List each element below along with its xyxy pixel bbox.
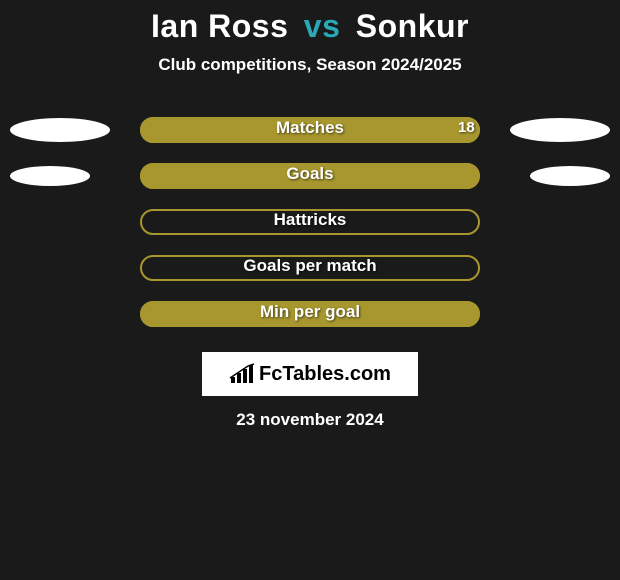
logo-box: FcTables.com: [202, 352, 418, 396]
stat-label: Min per goal: [142, 301, 478, 323]
stat-row: Goals per match: [0, 245, 620, 291]
page-title: Ian Ross vs Sonkur: [0, 0, 620, 45]
subtitle: Club competitions, Season 2024/2025: [0, 55, 620, 75]
comparison-chart: Matches18 Goals Hattricks Goals per match Mi…: [0, 107, 620, 337]
stat-row: Matches18: [0, 107, 620, 153]
stat-bar: Goals per match: [140, 255, 480, 281]
stat-bar: Matches18: [140, 117, 480, 143]
right-marker: [510, 118, 610, 142]
right-marker: [530, 166, 610, 186]
stat-label: Hattricks: [142, 209, 478, 231]
stat-label: Goals: [142, 163, 478, 185]
left-marker: [10, 166, 90, 186]
stat-row: Min per goal: [0, 291, 620, 337]
stat-bar: Goals: [140, 163, 480, 189]
stat-label: Goals per match: [142, 255, 478, 277]
date-label: 23 november 2024: [0, 410, 620, 430]
stat-bar: Min per goal: [140, 301, 480, 327]
title-vs: vs: [304, 8, 341, 44]
title-player1: Ian Ross: [151, 8, 288, 44]
stat-label: Matches: [142, 117, 478, 139]
logo-text: FcTables.com: [259, 363, 391, 386]
stat-row: Goals: [0, 153, 620, 199]
left-marker: [10, 118, 110, 142]
stat-value-right: 18: [458, 117, 475, 139]
title-player2: Sonkur: [356, 8, 469, 44]
barchart-icon: [229, 363, 255, 385]
stat-row: Hattricks: [0, 199, 620, 245]
stat-bar: Hattricks: [140, 209, 480, 235]
